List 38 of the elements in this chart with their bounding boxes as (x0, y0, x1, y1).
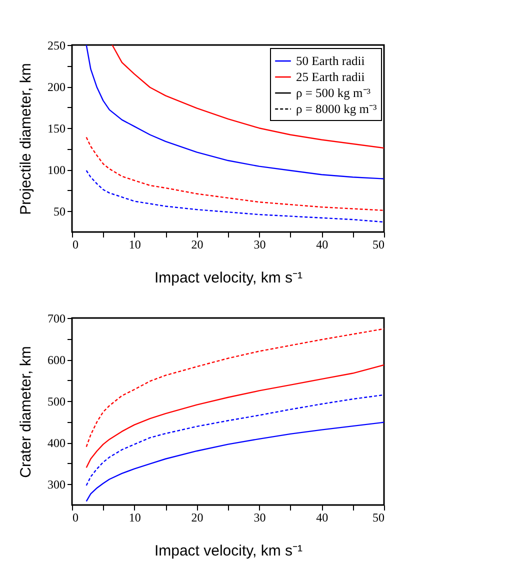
line-series (86, 328, 385, 448)
y-tick-label: 500 (48, 394, 66, 409)
y-tick-label: 100 (48, 163, 66, 178)
y-axis-title: Crater diameter, km (18, 346, 34, 478)
x-axis-title: Impact velocity, km s⁻¹ (154, 542, 303, 560)
x-tick-label: 30 (254, 238, 266, 252)
y-tick-label: 400 (48, 436, 66, 450)
y-tick-label: 250 (48, 38, 66, 52)
y-tick-label: 300 (48, 478, 66, 492)
line-series (86, 394, 385, 486)
x-tick-label: 0 (72, 238, 78, 252)
y-tick-label: 150 (48, 122, 66, 136)
line-series (86, 422, 385, 502)
x-tick-label: 20 (191, 238, 204, 252)
y-axis-title: Projectile diameter, km (18, 63, 34, 215)
x-tick-label: 30 (254, 510, 266, 524)
y-tick-label: 50 (54, 204, 66, 219)
y-tick-label: 600 (48, 353, 66, 368)
line-series (112, 44, 385, 149)
x-tick-label: 40 (316, 238, 328, 252)
x-axis-title: Impact velocity, km s⁻¹ (154, 270, 303, 286)
y-tick-label: 700 (48, 312, 66, 326)
legend-label: ρ = 8000 kg m⁻³ (296, 102, 378, 116)
x-tick-label: 50 (372, 510, 384, 524)
line-series (86, 136, 385, 211)
legend-label: 50 Earth radii (296, 54, 366, 68)
legend-label: 25 Earth radii (296, 70, 366, 84)
x-tick-label: 0 (72, 510, 78, 524)
line-series (86, 170, 385, 223)
legend-label: ρ = 500 kg m⁻³ (296, 86, 371, 100)
y-tick-label: 200 (48, 80, 66, 94)
line-series (86, 364, 385, 468)
x-tick-label: 50 (372, 238, 384, 252)
x-tick-label: 20 (191, 510, 204, 524)
x-tick-label: 40 (316, 510, 328, 524)
line-series (86, 44, 385, 180)
x-tick-label: 10 (128, 510, 141, 524)
x-tick-label: 10 (128, 238, 141, 252)
